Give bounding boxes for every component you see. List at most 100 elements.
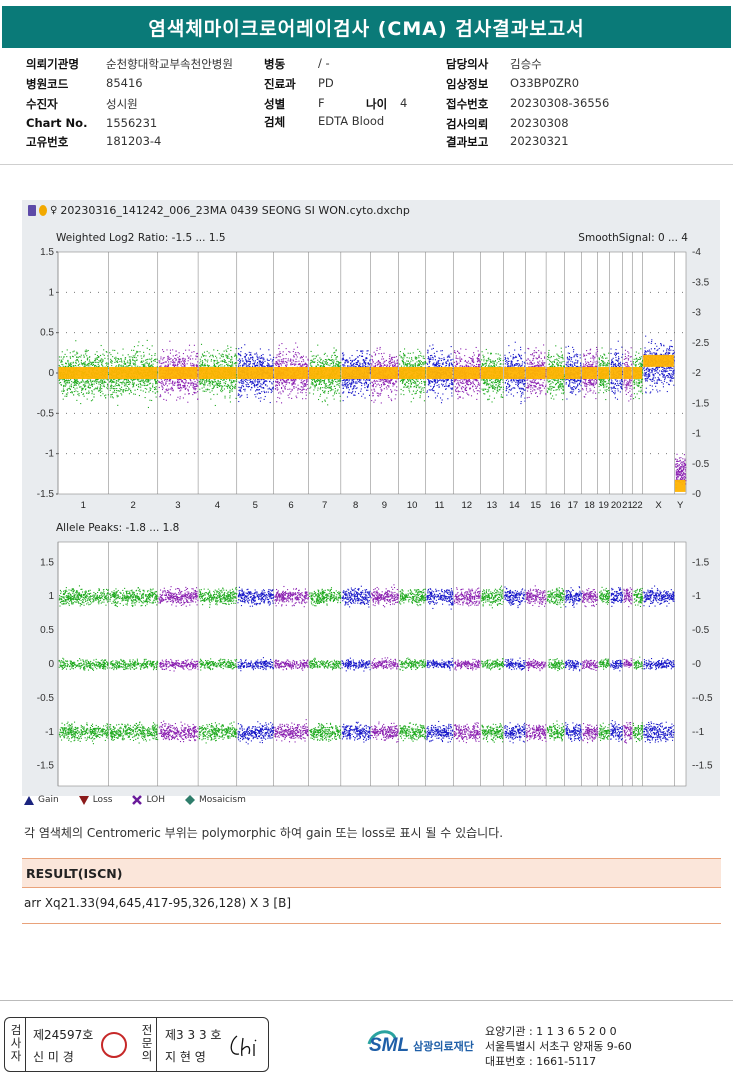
panel1-right-tick: -2: [692, 368, 701, 379]
centromere-note: 각 염색체의 Centromeric 부위는 polymorphic 하여 ga…: [24, 824, 503, 841]
legend-loss: Loss: [79, 795, 113, 805]
chromosome-label: 11: [435, 500, 445, 511]
chromosome-label: 18: [584, 500, 595, 511]
chromosome-label: X: [655, 500, 662, 511]
report-title: 염색체마이크로어레이검사 (CMA) 검사결과보고서: [2, 6, 731, 48]
info-label: 의뢰기관명: [26, 56, 79, 72]
info-value: 순천향대학교부속천안병원: [106, 56, 233, 72]
info-label: 수진자: [26, 96, 58, 112]
result-iscn: arr Xq21.33(94,645,417-95,326,128) X 3 […: [24, 896, 291, 910]
info-label: 성별: [264, 96, 285, 112]
panel2-right-tick: -0.5: [692, 625, 710, 636]
info-value: 20230308-36556: [510, 96, 609, 110]
panel2-left-tick: -1.5: [37, 761, 55, 772]
specialist-no: 제3 3 3 호: [165, 1026, 221, 1043]
chromosome-label: 2: [130, 500, 135, 511]
seal-stamp: [101, 1032, 127, 1058]
chromosome-label: 15: [530, 500, 541, 511]
panel2-left-tick: -0.5: [37, 693, 55, 704]
chromosome-label: 22: [632, 500, 643, 511]
panel1-right-tick: -3.5: [692, 277, 710, 288]
chromosome-label: 13: [487, 500, 498, 511]
chromosome-label: 17: [568, 500, 579, 511]
panel2-left-tick: 1: [48, 591, 54, 602]
info-label: 병동: [264, 56, 285, 72]
legend-mosaicism: Mosaicism: [185, 795, 246, 805]
sml-mark: SML: [369, 1035, 409, 1057]
chromosome-label: 19: [598, 500, 609, 511]
info-label: 고유번호: [26, 134, 68, 150]
signature-scribble: [227, 1032, 265, 1060]
info-label: 검사의뢰: [446, 116, 488, 132]
institution-address: 요양기관 : 1 1 3 6 5 2 0 0 서울특별시 서초구 양재동 9-6…: [485, 1024, 632, 1069]
info-label: 임상정보: [446, 76, 488, 92]
info-value: PD: [318, 76, 334, 90]
chromosome-label: 7: [322, 500, 327, 511]
sml-logo: SML 삼광의료재단: [365, 1024, 474, 1058]
info-label: Chart No.: [26, 116, 87, 130]
info-label: 접수번호: [446, 96, 488, 112]
panel2-right-tick: -0: [692, 659, 701, 670]
chromosome-label: 20: [611, 500, 622, 511]
institution-name: 삼광의료재단: [413, 1038, 474, 1054]
panel2-right-tick: --1: [692, 727, 705, 738]
panel2-left-tick: -1: [45, 727, 54, 738]
age-label: 나이: [366, 96, 387, 112]
tester-no: 제24597호: [33, 1026, 93, 1043]
specialist-name: 지 현 영: [165, 1048, 206, 1065]
info-label: 결과보고: [446, 134, 488, 150]
panel1-right-tick: -0.5: [692, 459, 710, 470]
chromosome-label: Y: [677, 500, 684, 511]
institution-phone: 대표번호 : 1661-5117: [485, 1054, 632, 1069]
chromosome-label: 14: [509, 500, 520, 511]
panel2-right-tick: -1.5: [692, 557, 710, 568]
panel1-right-tick: -3: [692, 308, 701, 319]
panel2-left-tick: 0: [48, 659, 54, 670]
chromosome-label: 8: [353, 500, 358, 511]
result-header: RESULT(ISCN): [22, 858, 721, 888]
chromosome-label: 12: [462, 500, 473, 511]
panel1-left-tick: -0.5: [37, 408, 55, 419]
cma-plot: ♀ 20230316_141242_006_23MA 0439 SEONG SI…: [22, 200, 720, 796]
info-value: 181203-4: [106, 134, 161, 148]
info-label: 진료과: [264, 76, 296, 92]
divider: [0, 164, 733, 165]
info-value: 20230321: [510, 134, 569, 148]
chromosome-label: 10: [407, 500, 418, 511]
panel1-right-tick: -4: [692, 247, 701, 258]
age-value: 4: [400, 96, 407, 110]
info-label: 검체: [264, 114, 285, 130]
panel1-left-tick: 0: [48, 368, 54, 379]
institution-code: 요양기관 : 1 1 3 6 5 2 0 0: [485, 1024, 632, 1039]
panel2-right-tick: --1.5: [692, 761, 713, 772]
info-value: 20230308: [510, 116, 569, 130]
panel1-left-tick: 0.5: [40, 328, 54, 339]
panel1-right-tick: -1.5: [692, 398, 710, 409]
info-value: O33BP0ZR0: [510, 76, 579, 90]
result-divider: [22, 923, 721, 924]
info-value: 85416: [106, 76, 143, 90]
info-value: 김승수: [510, 56, 542, 72]
legend-gain: Gain: [24, 795, 59, 805]
chromosome-label: 4: [215, 500, 220, 511]
chromosome-label: 5: [253, 500, 258, 511]
info-value: EDTA Blood: [318, 114, 384, 128]
panel2-right-tick: --0.5: [692, 693, 713, 704]
chromosome-label: 3: [175, 500, 180, 511]
panel1-right-tick: -2.5: [692, 338, 710, 349]
panel1-left-tick: 1.5: [40, 247, 54, 258]
panel1-right-tick: -1: [692, 429, 701, 440]
panel1-left-tick: -1: [45, 449, 54, 460]
legend: Gain Loss LOH Mosaicism: [24, 795, 246, 805]
panel2-left-tick: 0.5: [40, 625, 54, 636]
info-value: 성시원: [106, 96, 138, 112]
legend-loh: LOH: [132, 795, 165, 805]
panel1-left-tick: 1: [48, 287, 54, 298]
info-value: 1556231: [106, 116, 157, 130]
info-label: 병원코드: [26, 76, 68, 92]
cma-svg: 1.5 1 0.5 0 -0.5 -1 -1.5 -4 -3.5 -3 -2.5 -2 -1.5 -1 -0…: [22, 200, 720, 796]
chromosome-label: 1: [81, 500, 86, 511]
